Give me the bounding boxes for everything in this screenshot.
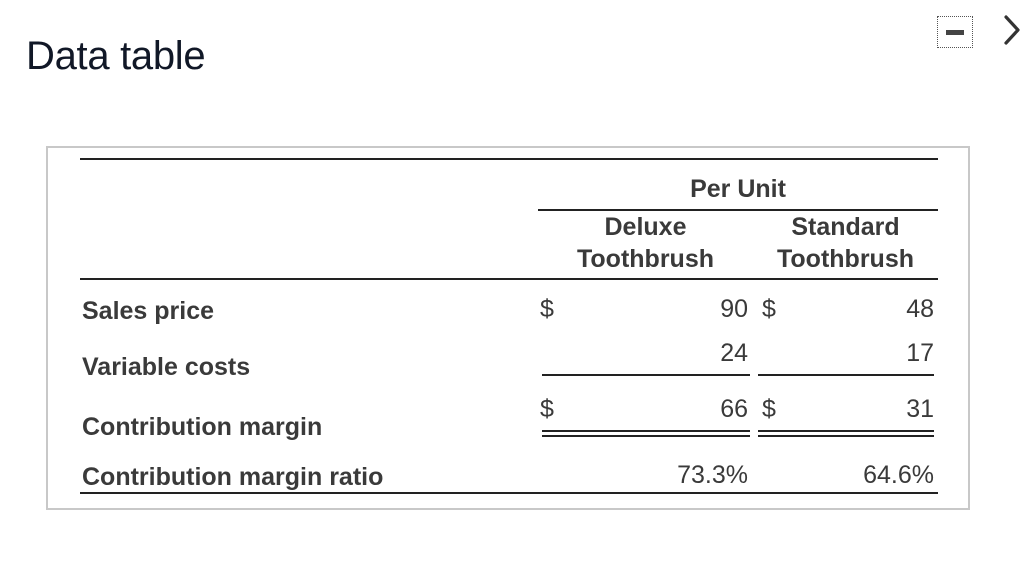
minimize-icon	[946, 30, 964, 35]
contribution-margin-standard-currency: $	[762, 395, 776, 423]
row-label-sales-price: Sales price	[82, 297, 215, 325]
cm-ratio-deluxe-value: 73.3%	[677, 461, 748, 489]
table-bottom-rule	[80, 492, 938, 494]
contribution-margin-standard-double-underline-1	[758, 430, 934, 432]
variable-costs-standard-underline	[758, 374, 934, 376]
column-header-standard-line1: Standard	[791, 213, 900, 241]
sales-price-standard-value: 48	[906, 295, 934, 323]
cm-ratio-standard-value: 64.6%	[863, 461, 934, 489]
table-top-rule	[80, 158, 938, 160]
variable-costs-deluxe-underline	[542, 374, 750, 376]
row-label-contribution-margin: Contribution margin	[82, 413, 323, 441]
contribution-margin-standard-value: 31	[906, 395, 934, 423]
variable-costs-deluxe-value: 24	[720, 339, 748, 367]
column-header-standard-line2: Toothbrush	[777, 245, 914, 273]
row-label-contribution-margin-ratio: Contribution margin ratio	[82, 463, 384, 491]
column-header-deluxe-line1: Deluxe	[604, 213, 687, 241]
sales-price-deluxe-currency: $	[540, 295, 554, 323]
contribution-margin-deluxe-value: 66	[720, 395, 748, 423]
sales-price-standard-currency: $	[762, 295, 776, 323]
per-unit-rule	[538, 209, 938, 211]
contribution-margin-standard-double-underline-2	[758, 435, 934, 437]
sales-price-deluxe-value: 90	[720, 295, 748, 323]
contribution-margin-deluxe-double-underline-2	[542, 435, 750, 437]
data-table: Per Unit Deluxe Toothbrush Standard Toot…	[46, 146, 970, 510]
page-title: Data table	[26, 34, 206, 78]
minimize-button[interactable]	[937, 16, 973, 48]
column-header-deluxe-line2: Toothbrush	[577, 245, 714, 273]
header-bottom-rule	[80, 278, 938, 280]
per-unit-header: Per Unit	[690, 175, 786, 203]
row-label-variable-costs: Variable costs	[82, 353, 251, 381]
chevron-right-icon[interactable]	[994, 12, 1022, 48]
contribution-margin-deluxe-double-underline-1	[542, 430, 750, 432]
contribution-margin-deluxe-currency: $	[540, 395, 554, 423]
variable-costs-standard-value: 17	[906, 339, 934, 367]
